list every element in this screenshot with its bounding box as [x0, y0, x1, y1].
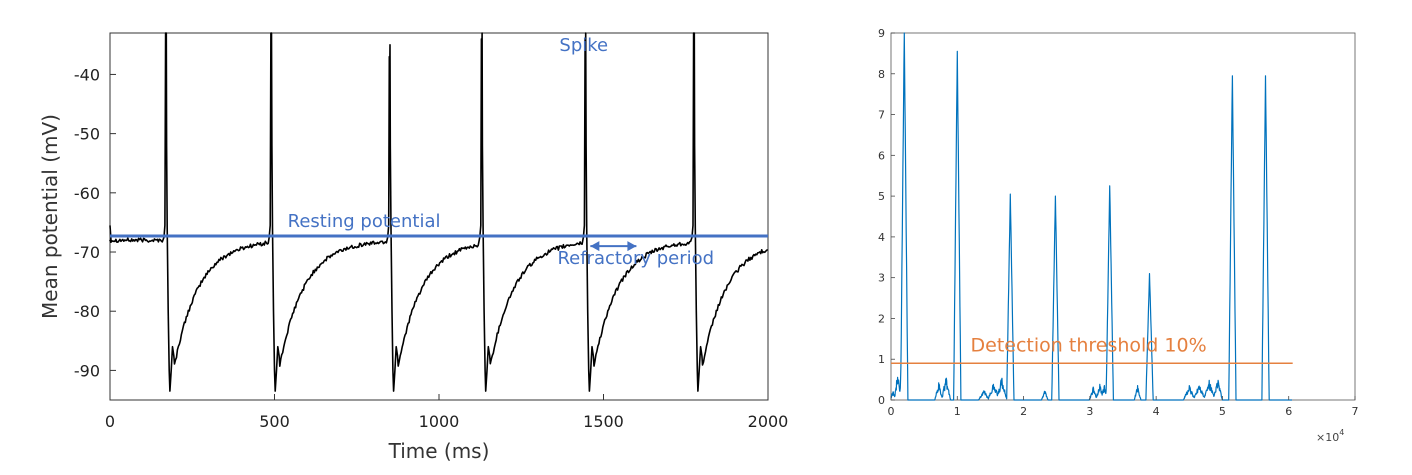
refractory-period-arrow	[590, 241, 637, 252]
right-y-tick-label: 9	[878, 27, 885, 40]
right-x-tick-label: 6	[1285, 405, 1292, 418]
right-x-tick-label: 4	[1153, 405, 1160, 418]
left-y-tick-label: -40	[74, 65, 100, 84]
right-x-ticks: 0 1 2 3 4 5 6 7	[888, 396, 1359, 418]
left-y-ticks: -40 -50 -60 -70 -80 -90	[74, 65, 116, 380]
right-x-tick-label: 2	[1020, 405, 1027, 418]
right-y-tick-label: 1	[878, 353, 885, 366]
spike-annotation: Spike	[559, 35, 608, 56]
right-y-ticks: 0 1 2 3 4 5 6 7 8 9	[878, 27, 895, 407]
right-y-tick-label: 7	[878, 109, 885, 122]
x-axis-multiplier: ×104	[1316, 428, 1344, 444]
left-x-tick-label: 1000	[419, 412, 460, 431]
right-y-tick-label: 2	[878, 312, 885, 325]
left-x-axis-label: Time (ms)	[388, 439, 490, 463]
left-y-tick-label: -70	[74, 243, 100, 262]
right-x-tick-label: 1	[954, 405, 961, 418]
right-y-tick-label: 0	[878, 394, 885, 407]
left-x-tick-label: 1500	[583, 412, 624, 431]
right-y-tick-label: 3	[878, 272, 885, 285]
potential-trace	[109, 32, 768, 392]
left-y-axis-label: Mean potential (mV)	[38, 114, 62, 319]
left-x-ticks: 0 500 1000 1500 2000	[105, 394, 788, 431]
right-x-tick-label: 5	[1219, 405, 1226, 418]
detection-signal-series	[890, 32, 1293, 401]
left-y-tick-label: -80	[74, 302, 100, 321]
right-x-tick-label: 7	[1352, 405, 1359, 418]
left-y-tick-label: -60	[74, 184, 100, 203]
right-y-tick-label: 5	[878, 190, 885, 203]
left-x-tick-label: 500	[259, 412, 290, 431]
right-y-tick-label: 8	[878, 68, 885, 81]
left-y-tick-label: -50	[74, 125, 100, 144]
membrane-potential-chart: 0 500 1000 1500 2000 -40 -50 -60 -70 -80 -90 Time…	[38, 32, 788, 463]
refractory-arrow-head-left	[590, 241, 600, 252]
right-y-tick-label: 6	[878, 149, 885, 162]
threshold-annotation: Detection threshold 10%	[971, 334, 1207, 356]
refractory-arrow-head-right	[627, 241, 637, 252]
detection-signal-chart: 0 1 2 3 4 5 6 7 0 1 2 3 4 5 6 7 8 9 ×104 Detection thres…	[878, 27, 1359, 444]
right-x-tick-label: 0	[888, 405, 895, 418]
right-y-tick-label: 4	[878, 231, 885, 244]
left-x-tick-label: 2000	[748, 412, 789, 431]
resting-potential-annotation: Resting potential	[288, 211, 441, 232]
right-x-tick-label: 3	[1086, 405, 1093, 418]
left-x-tick-label: 0	[105, 412, 115, 431]
refractory-period-annotation: Refractory period	[557, 248, 714, 269]
left-y-tick-label: -90	[74, 361, 100, 380]
